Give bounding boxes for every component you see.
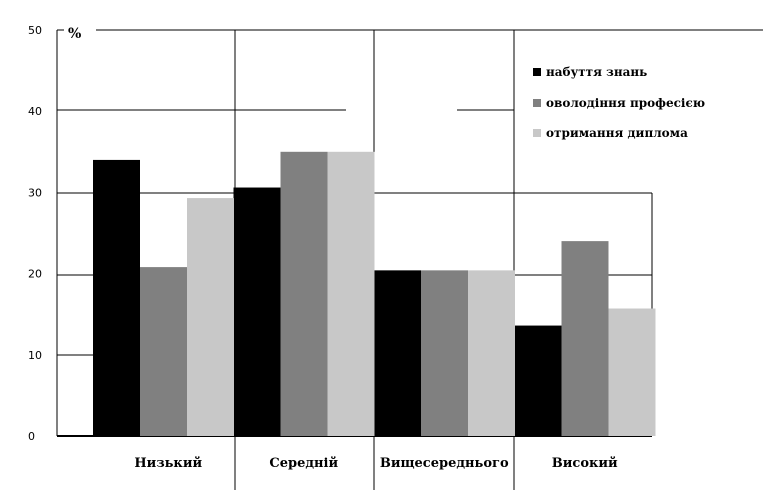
bar-1-2 [233, 187, 281, 436]
category-label: Високий [552, 456, 618, 471]
legend-swatch-3 [533, 129, 541, 137]
y-tick-label: 10 [28, 349, 42, 362]
y-tick-label: 50 [28, 24, 42, 37]
category-label: Середній [269, 456, 338, 471]
legend-label-3: отримання диплома [546, 126, 688, 140]
bar-3-2 [327, 151, 375, 437]
bar-3-1 [187, 198, 234, 436]
legend-swatch-2 [533, 99, 541, 107]
bar-3-3 [468, 270, 515, 436]
bars [93, 151, 656, 437]
category-label: Вищесереднього [380, 456, 509, 471]
bar-1-4 [514, 325, 562, 436]
y-unit-label: % [68, 26, 81, 42]
bar-1-3 [374, 270, 421, 436]
bar-3-4 [608, 308, 656, 436]
bar-2-4 [561, 241, 609, 436]
bar-2-2 [280, 151, 328, 437]
y-axis-ticks: 0 10 20 30 40 50 [28, 24, 42, 443]
y-tick-label: 20 [28, 268, 42, 281]
x-axis-categories: Низький Середній Вищесереднього Високий [134, 456, 618, 471]
bar-2-3 [421, 270, 468, 436]
legend: набуття знань оволодіння професією отриман… [533, 65, 705, 140]
legend-label-1: набуття знань [546, 65, 647, 79]
bar-1-1 [93, 159, 140, 437]
y-tick-label: 40 [28, 105, 42, 118]
bar-2-1 [140, 267, 187, 436]
y-tick-label: 30 [28, 186, 42, 199]
legend-swatch-1 [533, 68, 541, 76]
y-tick-label: 0 [28, 430, 35, 443]
legend-label-2: оволодіння професією [546, 96, 705, 110]
category-label: Низький [134, 456, 202, 471]
